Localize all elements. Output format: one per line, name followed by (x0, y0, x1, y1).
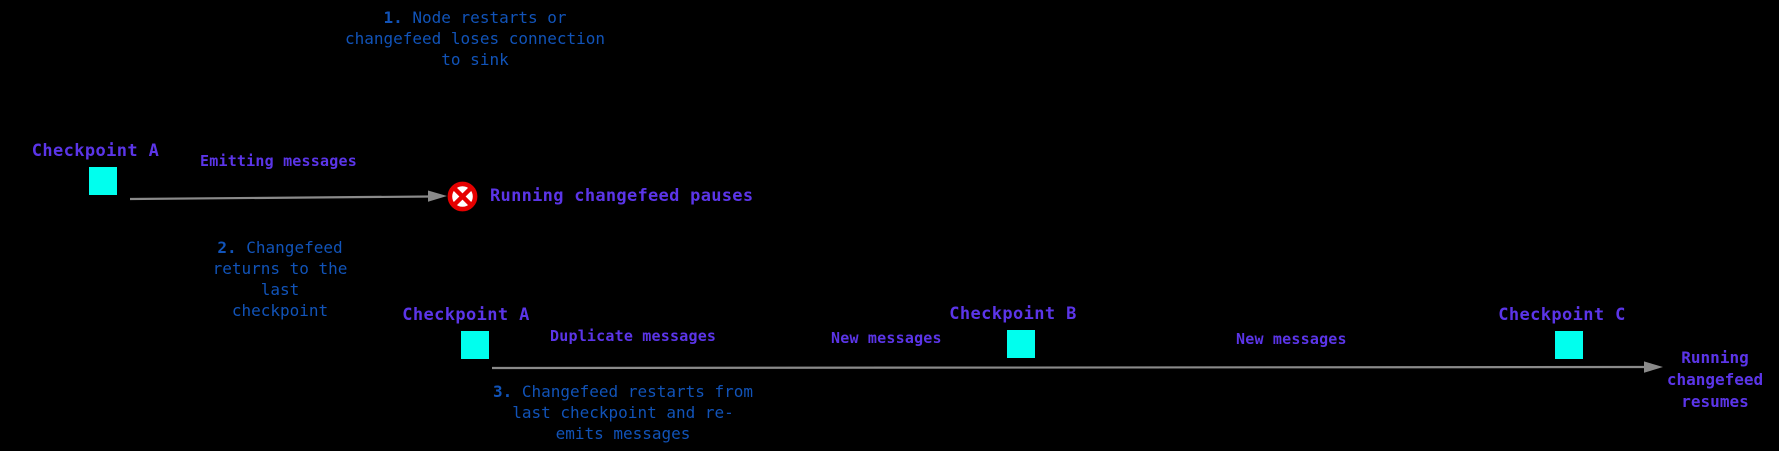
running-changefeed-resumes-label: Running changefeed resumes (1666, 348, 1764, 411)
new-messages-label-2: New messages (1236, 330, 1347, 348)
timeline1-checkpoint-a-marker (89, 167, 117, 195)
step-3-number: 3. (492, 382, 513, 401)
step-2-annotation: 2. Changefeed returns to the last checkp… (170, 237, 390, 321)
step-1-number: 1. (383, 8, 403, 27)
step-2-text: Changefeed returns to the last checkpoin… (212, 238, 348, 320)
duplicate-messages-label: Duplicate messages (550, 327, 717, 345)
timeline2-checkpoint-b-label: Checkpoint B (949, 304, 1077, 324)
timeline2-checkpoint-b-marker (1007, 330, 1035, 358)
timeline-2-arrow (491, 361, 1663, 373)
arrowhead-icon (1644, 361, 1663, 373)
step-3-text: Changefeed restarts from last checkpoint… (512, 382, 754, 443)
step-3-annotation: 3. Changefeed restarts from last checkpo… (463, 381, 783, 444)
arrowhead-icon (428, 190, 447, 202)
timeline2-checkpoint-a-label: Checkpoint A (402, 305, 530, 325)
timeline1-checkpoint-a-label: Checkpoint A (31, 141, 160, 161)
step-1-annotation: 1. Node restarts or changefeed loses con… (275, 7, 675, 70)
timeline2-checkpoint-c-label: Checkpoint C (1498, 305, 1626, 325)
timeline2-checkpoint-c-marker (1555, 331, 1583, 359)
running-changefeed-pauses-label: Running changefeed pauses (490, 186, 754, 206)
crossed-circle-icon (447, 181, 478, 212)
step-2-number: 2. (217, 238, 237, 257)
emitting-messages-label: Emitting messages (200, 152, 357, 170)
timeline-1-arrow (129, 190, 447, 202)
step-1-text: Node restarts or changefeed loses connec… (344, 8, 606, 69)
new-messages-label-1: New messages (831, 329, 942, 347)
timeline2-checkpoint-a-marker (461, 331, 489, 359)
